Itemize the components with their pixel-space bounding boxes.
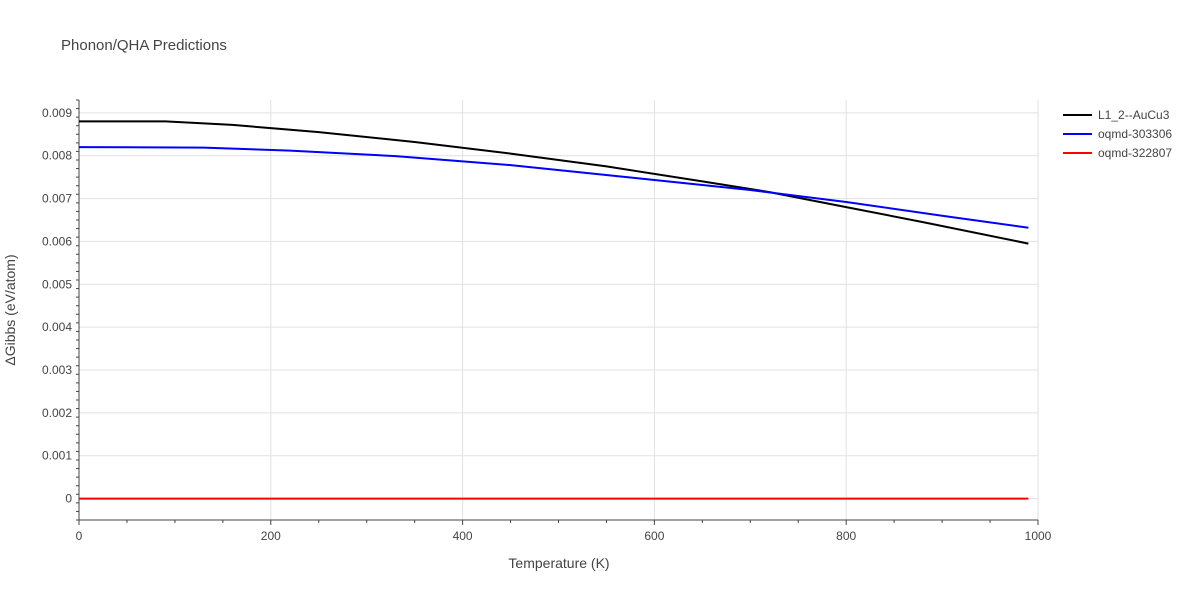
x-tick-label: 800 <box>836 529 856 543</box>
legend-item[interactable]: oqmd-322807 <box>1063 146 1172 160</box>
y-tick-label: 0.007 <box>42 192 72 206</box>
series-layer <box>78 120 1029 500</box>
x-tick-label: 400 <box>453 529 473 543</box>
legend[interactable]: L1_2--AuCu3 oqmd-303306 oqmd-322807 <box>1063 108 1172 160</box>
y-tick-label: 0.008 <box>42 149 72 163</box>
y-tick-label: 0.005 <box>42 277 72 291</box>
legend-label: oqmd-322807 <box>1098 146 1172 160</box>
x-tick-label: 600 <box>644 529 664 543</box>
x-axis-title: Temperature (K) <box>508 555 609 571</box>
y-tick-label: 0.001 <box>42 449 72 463</box>
series-line <box>78 146 1029 229</box>
y-axis-title: ΔGibbs (eV/atom) <box>2 254 18 365</box>
x-tick-label: 200 <box>261 529 281 543</box>
grid <box>79 100 1039 520</box>
legend-item[interactable]: oqmd-303306 <box>1063 127 1172 141</box>
y-tick-label: 0.004 <box>42 320 72 334</box>
axes: 0 200 400 600 800 1000 0 0.001 0.002 0.003 0.004 0.… <box>42 99 1052 543</box>
legend-label: L1_2--AuCu3 <box>1098 108 1170 122</box>
series-line <box>79 120 1029 245</box>
y-tick-label: 0.006 <box>42 234 72 248</box>
y-tick-label: 0.003 <box>42 363 72 377</box>
chart-title: Phonon/QHA Predictions <box>61 37 227 54</box>
legend-item[interactable]: L1_2--AuCu3 <box>1063 108 1170 122</box>
y-tick-label: 0.002 <box>42 406 72 420</box>
y-tick-label: 0 <box>65 492 72 506</box>
x-tick-label: 1000 <box>1025 529 1052 543</box>
legend-label: oqmd-303306 <box>1098 127 1172 141</box>
y-tick-label: 0.009 <box>42 106 72 120</box>
x-tick-label: 0 <box>76 529 83 543</box>
